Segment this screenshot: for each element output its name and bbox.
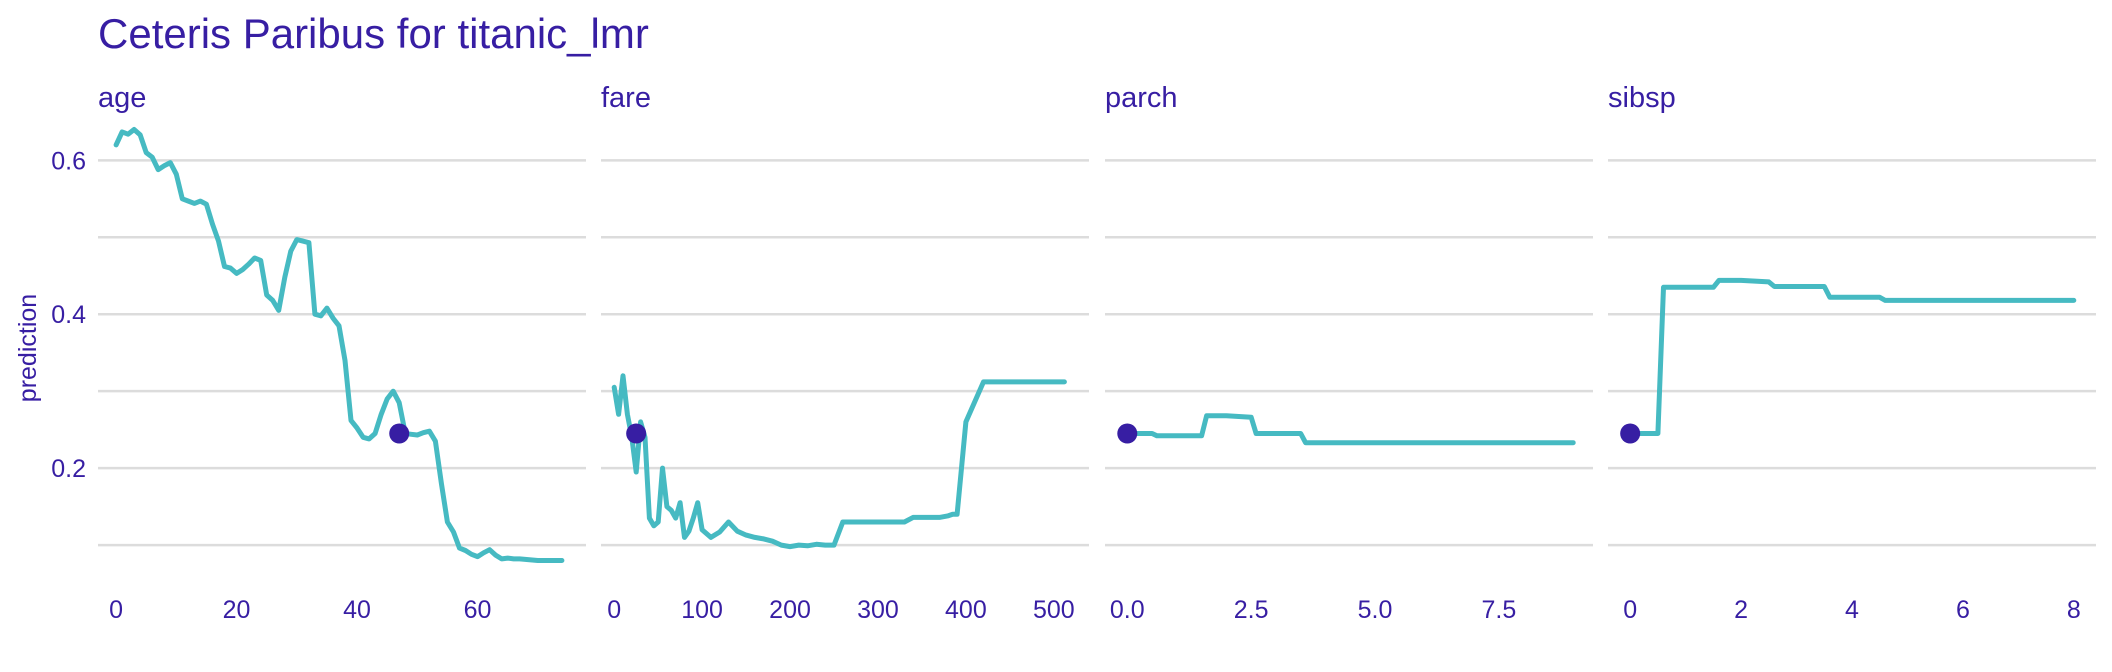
x-tick-label: 0 xyxy=(1623,596,1637,624)
x-tick-label: 40 xyxy=(343,596,371,624)
observation-point-sibsp xyxy=(1620,423,1641,444)
observation-point-age xyxy=(389,423,410,444)
panel-label-parch: parch xyxy=(1105,82,1178,114)
x-tick-label: 4 xyxy=(1845,596,1859,624)
profile-line-sibsp xyxy=(1627,277,2077,436)
panel-label-fare: fare xyxy=(601,82,651,114)
panel-parch: parch 0.0 2.5 5.0 7.5 xyxy=(1105,82,1593,624)
x-tick-label: 0 xyxy=(607,596,621,624)
chart-title: Ceteris Paribus for titanic_lmr xyxy=(98,10,649,57)
y-tick-label: 0.2 xyxy=(51,455,86,483)
x-tick-label: 2.5 xyxy=(1234,596,1269,624)
x-tick-label: 0 xyxy=(109,596,123,624)
x-tick-label: 500 xyxy=(1033,596,1075,624)
observation-point-fare xyxy=(626,423,647,444)
x-tick-label: 7.5 xyxy=(1481,596,1516,624)
panel-sibsp: sibsp 0 2 4 6 8 xyxy=(1608,82,2096,624)
y-axis-title: prediction xyxy=(14,294,42,402)
profile-line-fare xyxy=(611,373,1067,550)
panel-label-age: age xyxy=(98,82,146,114)
x-tick-label: 0.0 xyxy=(1110,596,1145,624)
y-tick-label: 0.6 xyxy=(51,147,86,175)
observation-point-parch xyxy=(1117,423,1138,444)
x-tick-label: 8 xyxy=(2067,596,2081,624)
panel-age: age 0 20 40 60 xyxy=(98,82,586,624)
profile-line-parch xyxy=(1124,413,1576,446)
y-tick-label: 0.4 xyxy=(51,301,86,329)
x-tick-label: 5.0 xyxy=(1358,596,1393,624)
panel-fare: fare 0 100 200 300 400 500 xyxy=(601,82,1089,624)
x-tick-label: 2 xyxy=(1734,596,1748,624)
x-tick-label: 100 xyxy=(681,596,723,624)
x-tick-label: 60 xyxy=(464,596,492,624)
x-tick-label: 300 xyxy=(857,596,899,624)
x-tick-label: 6 xyxy=(1956,596,1970,624)
x-tick-label: 20 xyxy=(223,596,251,624)
panel-label-sibsp: sibsp xyxy=(1608,82,1676,114)
profile-line-age xyxy=(113,127,565,563)
x-tick-label: 400 xyxy=(945,596,987,624)
x-tick-label: 200 xyxy=(769,596,811,624)
